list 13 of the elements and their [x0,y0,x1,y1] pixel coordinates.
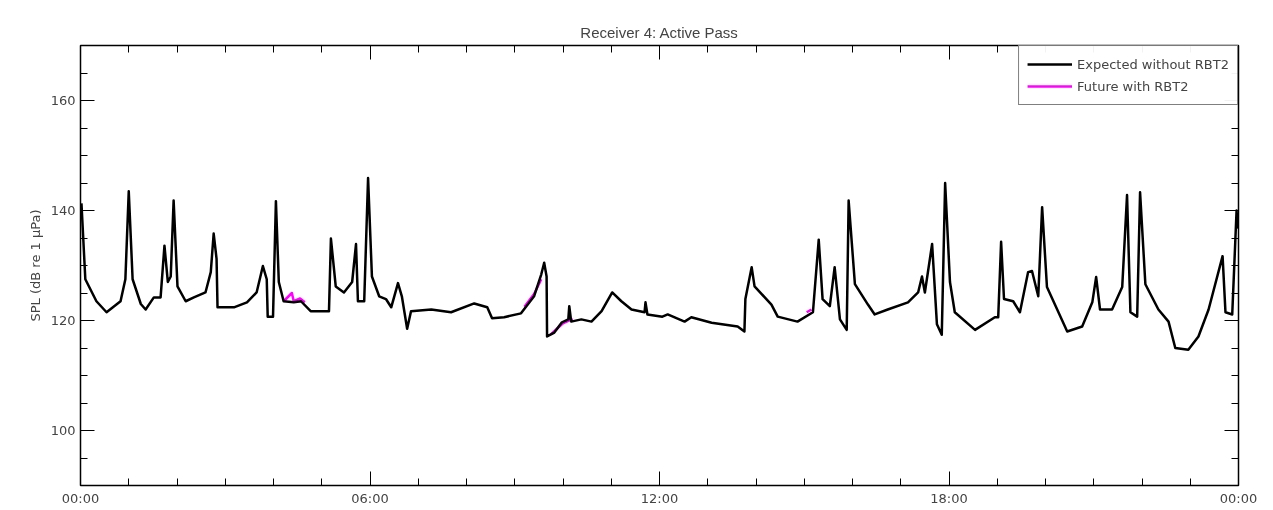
y-tick-label: 120 [50,313,76,328]
y-tick-label: 160 [50,93,76,108]
x-tick-label: 00:00 [61,490,100,506]
chart-title: Receiver 4: Active Pass [580,23,738,41]
x-tick-label: 06:00 [351,490,389,506]
x-tick-label: 18:00 [930,490,968,506]
y-tick-label: 100 [50,423,76,438]
y-tick-label: 140 [50,203,76,218]
legend-label: Expected without RBT2 [1077,56,1229,72]
legend-label: Future with RBT2 [1077,78,1189,94]
x-tick-label: 12:00 [640,490,679,506]
y-axis-title: SPL (dB re 1 μPa) [27,209,43,322]
x-tick-label: 00:00 [1219,490,1258,506]
